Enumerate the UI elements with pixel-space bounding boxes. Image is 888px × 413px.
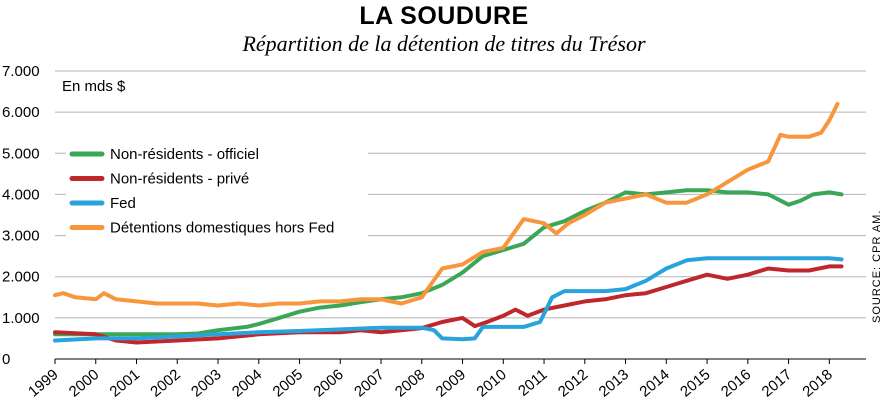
legend-box [66,140,368,244]
x-tick-label: 2009 [433,366,469,400]
x-tick-label: 2011 [515,366,551,400]
x-tick-label: 2012 [555,366,591,400]
y-tick-label: 6.000 [2,104,40,121]
x-tick-label: 2006 [310,366,346,400]
chart-subtitle: Répartition de la détention de titres du… [242,31,646,56]
chart-title: LA SOUDURE [359,2,529,30]
x-tick-label: 2010 [473,366,509,400]
x-tick-label: 2004 [229,366,265,400]
legend-label: Fed [110,195,136,212]
series-line [53,188,844,337]
y-tick-label: 5.000 [2,145,40,162]
x-tick-label: 2016 [718,366,754,400]
legend-label: Détentions domestiques hors Fed [110,220,334,237]
x-tick-label: 2008 [392,366,428,400]
legend-label: Non-résidents - officiel [110,146,259,163]
y-tick-label: 0 [2,351,10,368]
x-tick-label: 2003 [188,366,224,400]
x-tick-label: 2018 [799,366,835,400]
series-line [53,101,840,308]
y-tick-label: 7.000 [2,63,40,80]
x-tick-label: 2001 [107,366,143,400]
x-tick-label: 2013 [596,366,632,400]
y-tick-label: 3.000 [2,228,40,245]
y-tick-label: 2.000 [2,269,40,286]
series-line [53,264,844,345]
y-tick-label: 1.000 [2,310,40,327]
x-tick-label: 2002 [147,366,183,400]
series-line [53,256,844,343]
unit-label: En mds $ [62,78,126,95]
x-tick-label: 2005 [270,366,306,400]
x-tick-label: 2007 [351,366,387,400]
x-tick-label: 2015 [677,366,713,400]
x-tick-label: 2017 [759,366,795,400]
y-tick-label: 4.000 [2,186,40,203]
legend-label: Non-résidents - privé [110,171,249,188]
x-tick-label: 2014 [636,366,672,400]
x-tick-label: 1999 [25,366,61,400]
x-tick-label: 2000 [66,366,102,400]
